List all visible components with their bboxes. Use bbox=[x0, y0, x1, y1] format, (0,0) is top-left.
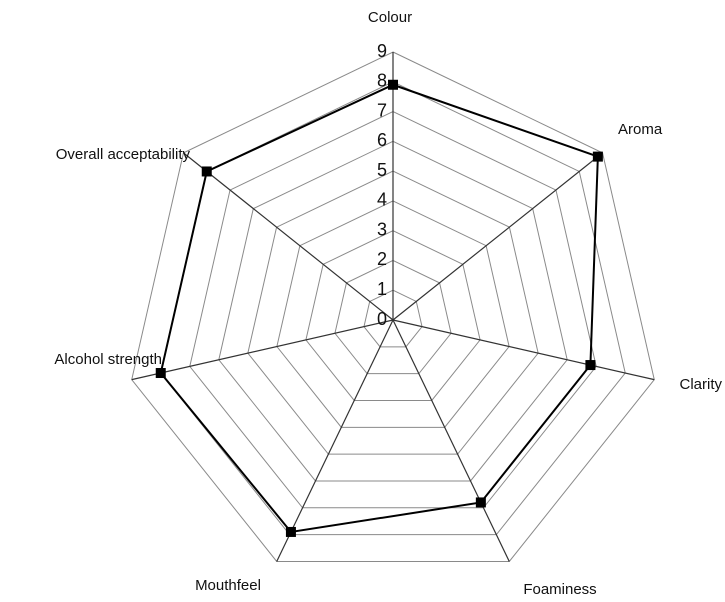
r-tick-label: 5 bbox=[377, 160, 387, 180]
data-point bbox=[475, 497, 486, 508]
data-point bbox=[592, 151, 603, 162]
data-line bbox=[159, 83, 599, 534]
r-tick-label: 3 bbox=[377, 219, 387, 239]
r-tick-label: 2 bbox=[377, 249, 387, 269]
data-point bbox=[585, 360, 596, 371]
axis-label: Alcohol strength bbox=[54, 351, 162, 368]
spoke bbox=[131, 319, 394, 381]
spoke bbox=[392, 319, 655, 381]
data-point bbox=[285, 526, 296, 537]
axis-label: Overall acceptability bbox=[56, 146, 191, 163]
grid-ring bbox=[218, 140, 568, 482]
r-tick-label: 4 bbox=[377, 190, 387, 210]
grid-ring bbox=[305, 230, 481, 401]
r-tick-label: 1 bbox=[377, 279, 387, 299]
data-point bbox=[388, 79, 398, 90]
spoke bbox=[392, 319, 510, 562]
grid-ring bbox=[334, 259, 452, 375]
axis-label: Foaminess bbox=[523, 581, 596, 597]
grid-ring bbox=[363, 289, 423, 348]
r-tick-label: 8 bbox=[377, 71, 387, 91]
spoke bbox=[183, 152, 394, 321]
grid-ring bbox=[247, 170, 539, 455]
axis-label: Clarity bbox=[679, 376, 722, 393]
r-tick-label: 0 bbox=[377, 309, 387, 329]
axis-label: Colour bbox=[368, 9, 412, 26]
r-tick-label: 7 bbox=[377, 100, 387, 120]
spoke bbox=[276, 319, 394, 562]
grid-ring bbox=[276, 200, 510, 428]
data-point bbox=[155, 368, 166, 379]
r-tick-label: 9 bbox=[377, 41, 387, 61]
axis-label: Mouthfeel bbox=[195, 577, 261, 594]
data-point bbox=[201, 166, 212, 177]
spoke bbox=[392, 152, 603, 321]
axis-label: Aroma bbox=[618, 121, 663, 138]
r-tick-label: 6 bbox=[377, 130, 387, 150]
grid-ring bbox=[131, 51, 655, 562]
grid-ring bbox=[189, 111, 597, 509]
